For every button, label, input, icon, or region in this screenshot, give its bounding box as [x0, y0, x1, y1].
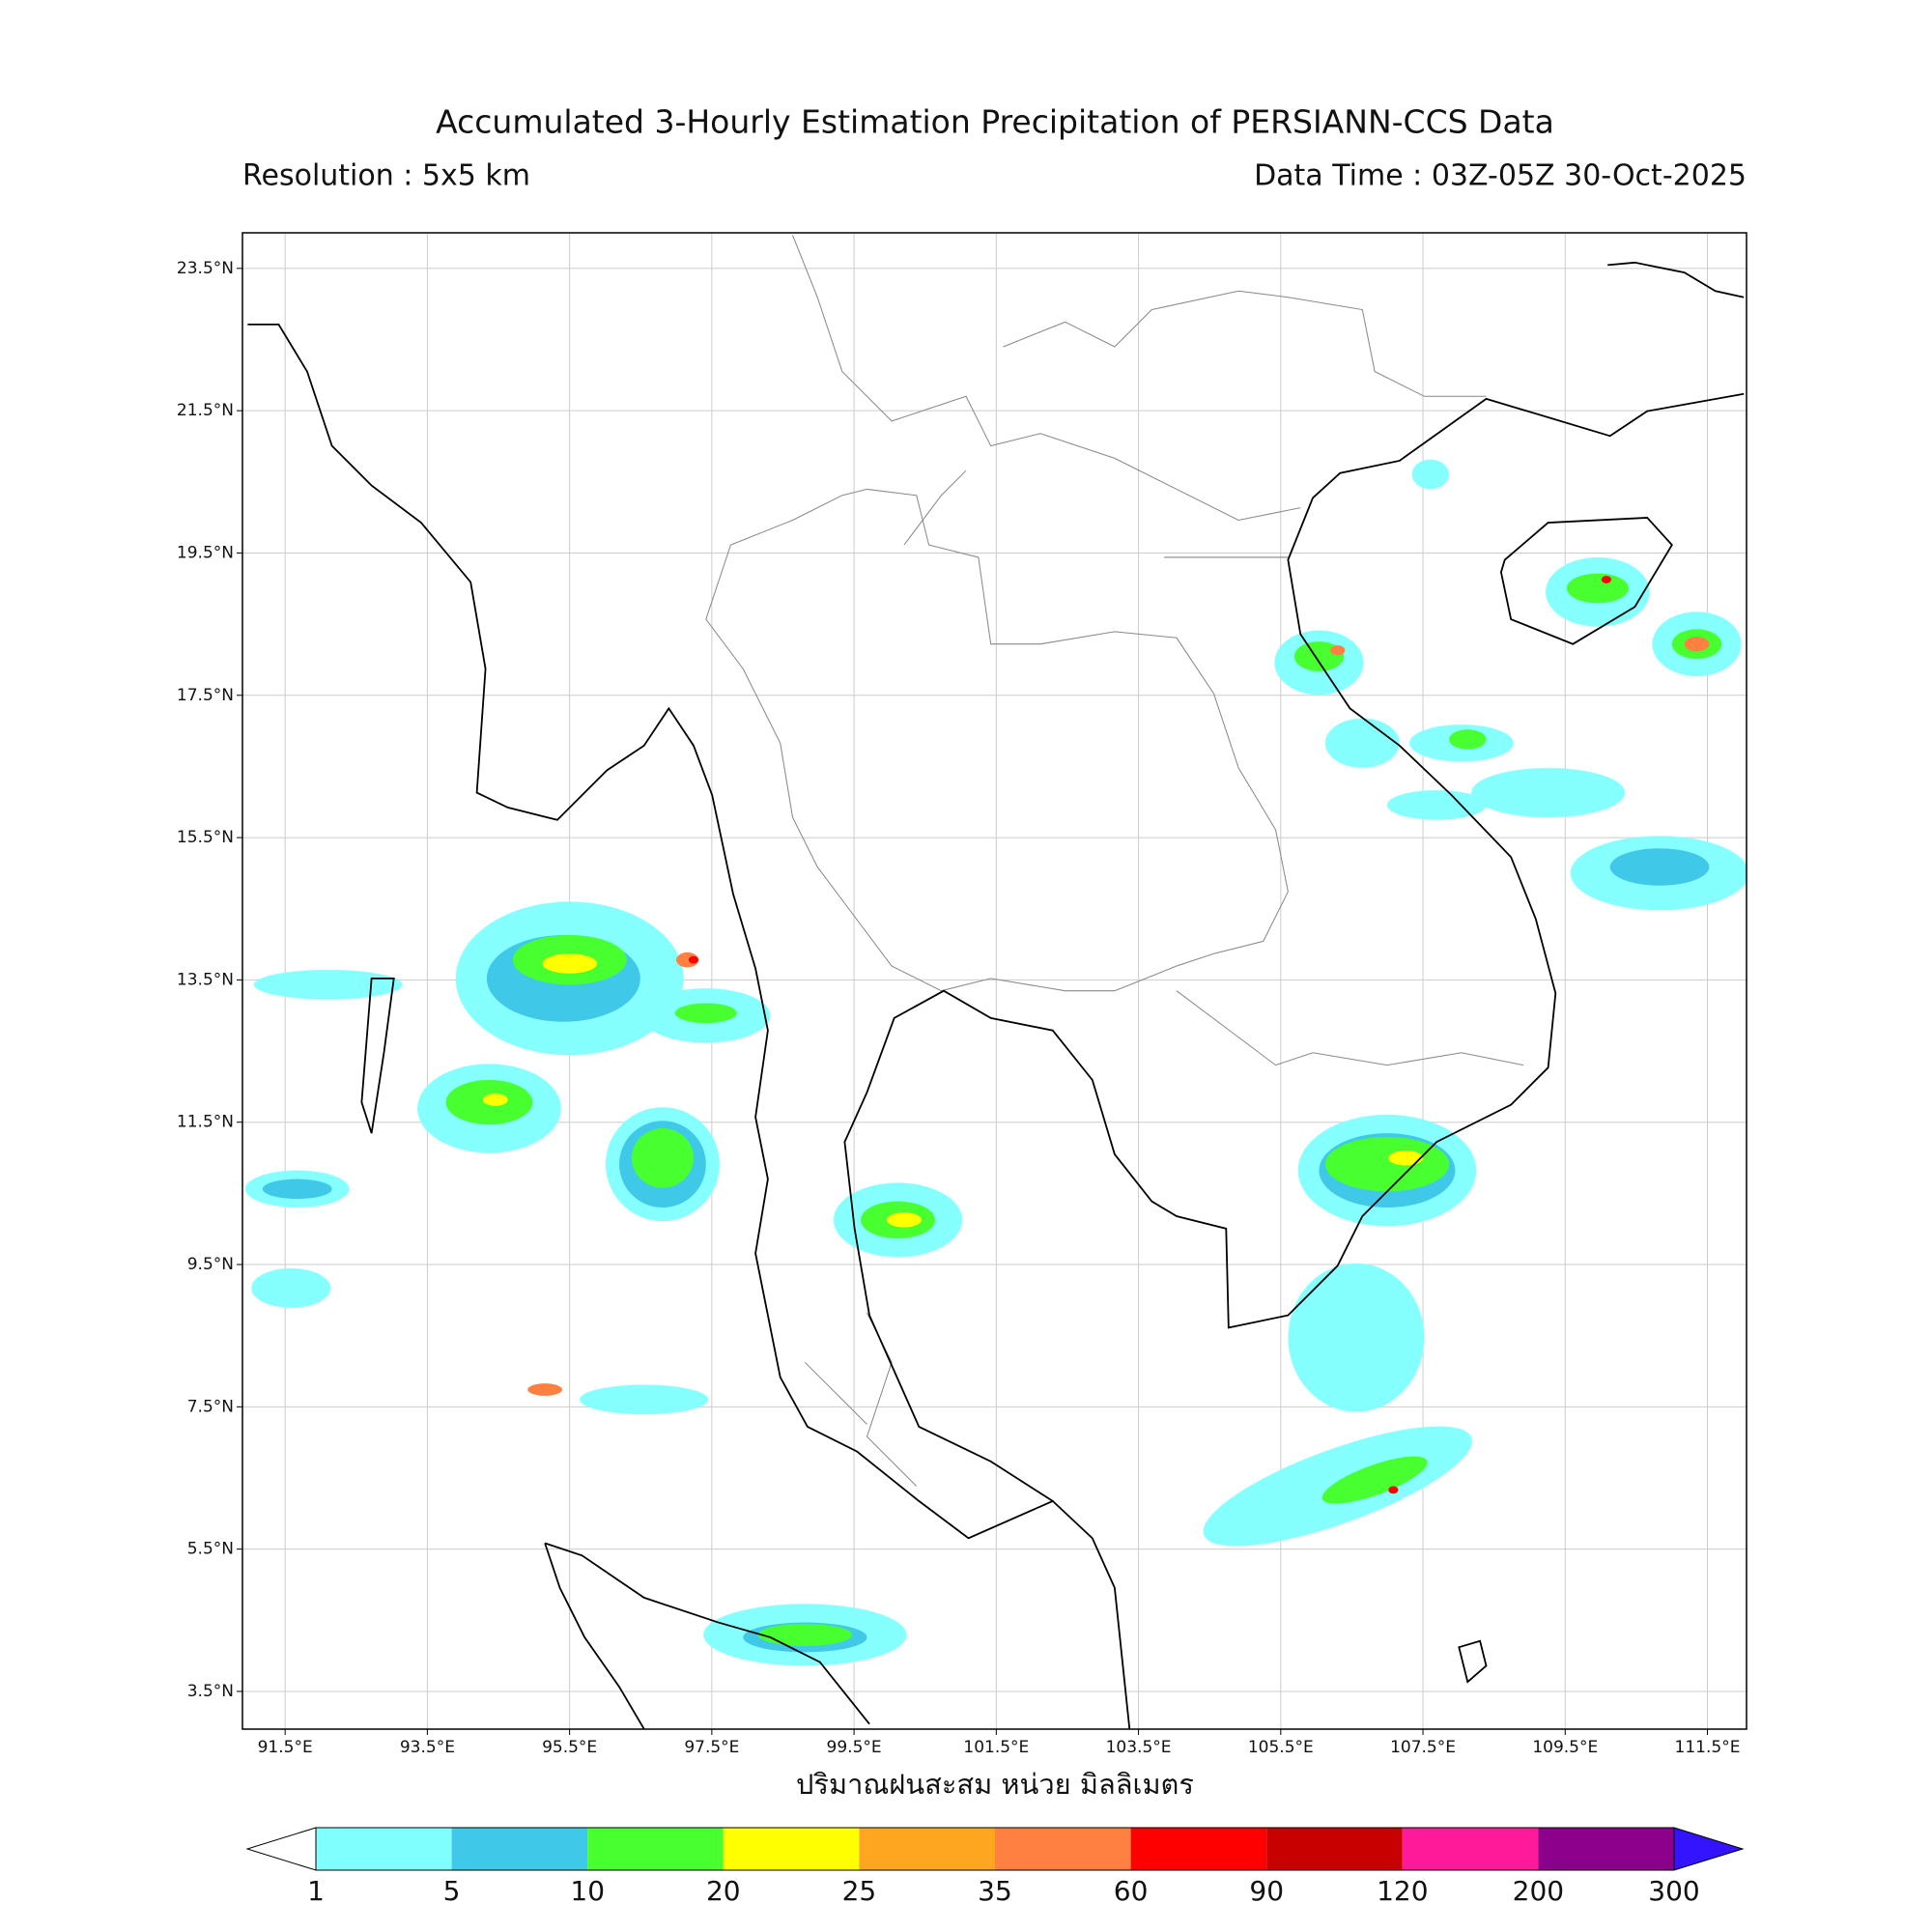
lat-tick-label: 21.5°N [177, 401, 234, 420]
colorbar-label: 120 [1377, 1875, 1428, 1907]
colorbar-label: 5 [443, 1875, 461, 1907]
colorbar-label: 25 [842, 1875, 877, 1907]
lat-tick-label: 23.5°N [177, 259, 234, 278]
colorbar-box [1402, 1828, 1539, 1870]
lat-tick-label: 9.5°N [187, 1255, 234, 1274]
colorbar-box [316, 1828, 452, 1870]
colorbar-label: 60 [1114, 1875, 1149, 1907]
colorbar-outline [315, 1827, 1675, 1871]
lat-tick-label: 3.5°N [187, 1682, 234, 1701]
colorbar-box [1266, 1828, 1403, 1870]
colorbar-label: 300 [1648, 1875, 1699, 1907]
colorbar-extension [245, 1827, 317, 1871]
coastline [247, 261, 1745, 1729]
resolution: Resolution : 5x5 km [242, 159, 530, 193]
lon-tick-label: 111.5°E [1675, 1738, 1741, 1757]
lat-tick-label: 11.5°N [177, 1113, 234, 1132]
colorbar-label: 35 [978, 1875, 1012, 1907]
colorbar-box [859, 1828, 995, 1870]
lon-tick-label: 95.5°E [542, 1738, 597, 1757]
colorbar-box [723, 1828, 860, 1870]
lat-tick-label: 15.5°N [177, 828, 234, 847]
colorbar-label: 20 [706, 1875, 741, 1907]
map-frame [242, 232, 1747, 1730]
lat-tick-label: 13.5°N [177, 970, 234, 989]
data-time: Data Time : 03Z-05Z 30-Oct-2025 [1254, 159, 1747, 193]
colorbar-label: 200 [1513, 1875, 1564, 1907]
lon-tick-label: 97.5°E [684, 1738, 739, 1757]
colorbar-label: 90 [1249, 1875, 1284, 1907]
lon-tick-label: 99.5°E [827, 1738, 882, 1757]
colorbar: 1 5 10 20 25 35 60 90 120 200 300 [245, 1827, 1745, 1907]
lon-tick-label: 107.5°E [1390, 1738, 1456, 1757]
precipitation [244, 459, 1747, 1666]
lat-tick-label: 5.5°N [187, 1540, 234, 1559]
lat-tick-label: 19.5°N [177, 543, 234, 562]
colorbar-label: 10 [570, 1875, 605, 1907]
lon-tick-label: 103.5°E [1106, 1738, 1172, 1757]
colorbar-box [995, 1828, 1131, 1870]
colorbar-extension [1673, 1827, 1745, 1871]
lat-tick-label: 7.5°N [187, 1397, 234, 1416]
lon-tick-label: 109.5°E [1532, 1738, 1598, 1757]
colorbar-box [587, 1828, 724, 1870]
map-layer [244, 235, 1747, 1729]
title: Accumulated 3-Hourly Estimation Precipit… [436, 103, 1554, 141]
lon-tick-label: 93.5°E [400, 1738, 455, 1757]
colorbar-box [1130, 1828, 1267, 1870]
boundaries [705, 235, 1524, 1487]
x-axis-label: ปริมาณฝนสะสม หน่วย มิลลิเมตร [796, 1768, 1194, 1801]
lon-tick-label: 105.5°E [1248, 1738, 1314, 1757]
lon-tick-label: 91.5°E [258, 1738, 313, 1757]
lat-tick-label: 17.5°N [177, 686, 234, 705]
lon-tick-label: 101.5°E [963, 1738, 1029, 1757]
colorbar-label: 1 [307, 1875, 325, 1907]
colorbar-box [451, 1828, 588, 1870]
colorbar-box [1538, 1828, 1674, 1870]
